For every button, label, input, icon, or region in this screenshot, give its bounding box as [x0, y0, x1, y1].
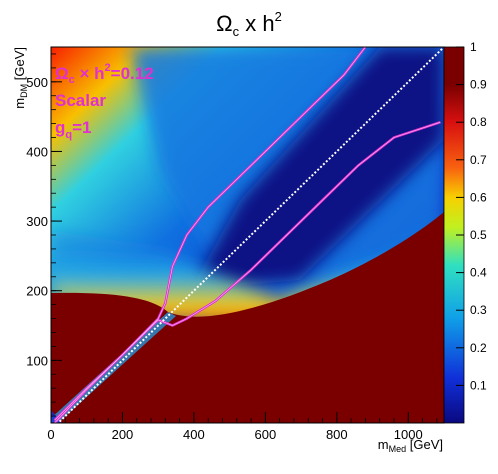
colorbar-tick-label: 0.3: [470, 303, 487, 317]
chart-title: Ωc x h2: [216, 9, 282, 39]
y-tick-label: 100: [26, 353, 48, 368]
x-tick-label: 600: [255, 427, 277, 442]
x-tick-label: 400: [183, 427, 205, 442]
colorbar-tick-label: 0.8: [470, 115, 487, 129]
colorbar-tick-label: 0.5: [470, 228, 487, 242]
annotation-block: Ωc × h2=0.12 Scalar gq=1: [55, 62, 154, 141]
y-axis: 100 200 300 400 500: [26, 53, 62, 417]
colorbar-axis: 0.1 0.2 0.3 0.4 0.5 0.6 0.7 0.8 0.9 1: [456, 40, 487, 392]
y-tick-label: 500: [26, 75, 48, 90]
colorbar-tick-label: 0.1: [470, 378, 487, 392]
annotation-relic-density: Ωc × h2=0.12: [55, 62, 154, 86]
y-tick-label: 200: [26, 284, 48, 299]
colorbar-tick-label: 0.6: [470, 190, 487, 204]
y-tick-label: 400: [26, 144, 48, 159]
colorbar-tick-label: 0.4: [470, 266, 487, 280]
colorbar-tick-label: 0.2: [470, 341, 487, 355]
y-axis-label: mDM [GeV]: [12, 47, 29, 109]
colorbar-tick-label: 0.7: [470, 153, 487, 167]
heatmap-plot-area: [51, 47, 444, 423]
y-tick-label: 300: [26, 214, 48, 229]
heatmap-region-high: [51, 212, 444, 423]
colorbar-tick-label: 1: [470, 40, 477, 54]
x-tick-label: 1000: [394, 427, 423, 442]
x-tick-label: 0: [47, 427, 54, 442]
x-tick-label: 800: [326, 427, 348, 442]
x-axis: 0 200 400 600 800 1000: [47, 412, 438, 442]
x-axis-label: mMed [GeV]: [378, 437, 443, 454]
colorbar-tick-label: 0.9: [470, 78, 487, 92]
diagonal-reference-line: [56, 47, 444, 423]
contour-lower-inner: [54, 121, 441, 423]
annotation-coupling: gq=1: [55, 118, 92, 141]
annotation-model: Scalar: [55, 91, 106, 110]
x-tick-label: 200: [112, 427, 134, 442]
